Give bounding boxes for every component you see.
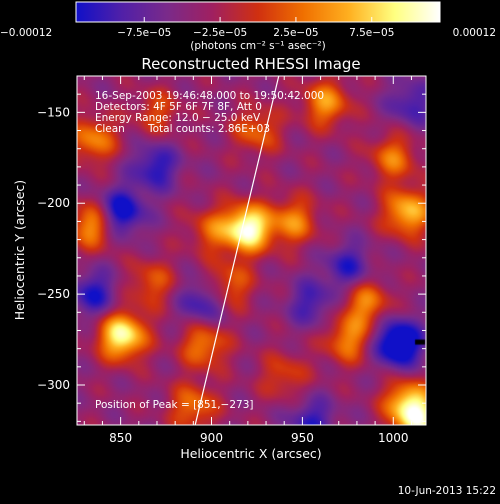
- x-tick-label: 1000: [378, 431, 409, 445]
- x-tick-label: 850: [109, 431, 132, 445]
- x-tick-label: 950: [291, 431, 314, 445]
- plot-frame: [76, 75, 427, 426]
- footer-date: 10-Jun-2013 15:22: [398, 485, 496, 497]
- colorbar-unit-label: (photons cm⁻² s⁻¹ asec⁻²): [190, 40, 325, 52]
- detectors-text: Detectors: 4F 5F 6F 7F 8F, Att 0: [95, 101, 262, 113]
- time-range-text: 16-Sep-2003 19:46:48.000 to 19:50:42.000: [95, 90, 324, 102]
- colorbar-tick-label: 0.00012: [453, 27, 496, 39]
- solar-limb-line: [194, 76, 280, 425]
- y-axis-label: Heliocentric Y (arcsec): [12, 180, 27, 320]
- y-axis-tick-labels: −300 −250 −200 −150: [37, 105, 70, 392]
- y-tick-label: −300: [37, 378, 70, 392]
- colorbar-ticks: [75, 17, 441, 22]
- colorbar: [75, 1, 441, 23]
- y-axis-ticks: [77, 75, 426, 422]
- total-counts-text: Total counts: 2.86E+03: [147, 123, 270, 135]
- clean-text: Clean: [95, 123, 125, 135]
- colorbar-tick-labels: −0.00012 −7.5e−05 −2.5e−05 2.5e−05 7.5e−05 0.…: [0, 27, 496, 39]
- x-axis-label: Heliocentric X (arcsec): [180, 446, 321, 461]
- colorbar-tick-label: 7.5e−05: [349, 27, 394, 39]
- energy-range-text: Energy Range: 12.0 − 25.0 keV: [95, 112, 261, 124]
- y-tick-label: −250: [37, 287, 70, 301]
- heatmap-image: [77, 76, 426, 425]
- y-tick-label: −200: [37, 196, 70, 210]
- x-tick-label: 900: [200, 431, 223, 445]
- x-axis-tick-labels: 850 900 950 1000: [109, 431, 408, 445]
- colorbar-tick-label: −7.5e−05: [117, 27, 171, 39]
- colorbar-tick-label: −2.5e−05: [193, 27, 247, 39]
- chart-title: Reconstructed RHESSI Image: [141, 55, 360, 73]
- colorbar-tick-label: 2.5e−05: [273, 27, 318, 39]
- y-tick-label: −150: [37, 105, 70, 119]
- peak-position-text: Position of Peak = [851,−273]: [95, 399, 254, 411]
- heatmap-image-wrap: [77, 76, 426, 425]
- colorbar-tick-label: −0.00012: [0, 27, 52, 39]
- x-axis-ticks: [83, 76, 412, 425]
